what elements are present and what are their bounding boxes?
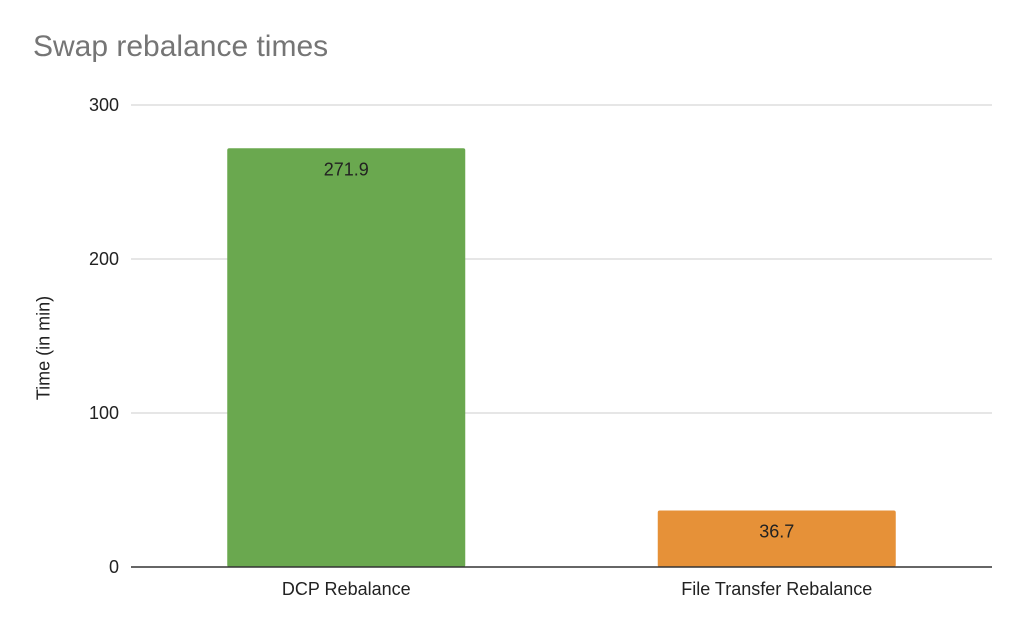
- bar: [227, 148, 466, 568]
- y-tick-label: 0: [109, 557, 119, 577]
- y-tick-label: 300: [89, 95, 119, 115]
- y-tick-label: 100: [89, 403, 119, 423]
- y-axis-ticks: 0 100 200 300: [89, 95, 119, 577]
- y-tick-label: 200: [89, 249, 119, 269]
- data-label: 271.9: [324, 159, 369, 179]
- x-tick-label: File Transfer Rebalance: [681, 579, 872, 599]
- x-tick-label: DCP Rebalance: [282, 579, 411, 599]
- bars: [227, 148, 896, 568]
- data-labels: 271.9 36.7: [324, 159, 795, 541]
- bar: [657, 510, 896, 567]
- x-axis-ticks: DCP Rebalance File Transfer Rebalance: [282, 579, 872, 599]
- chart-title: Swap rebalance times: [33, 30, 329, 63]
- data-label: 36.7: [759, 521, 794, 541]
